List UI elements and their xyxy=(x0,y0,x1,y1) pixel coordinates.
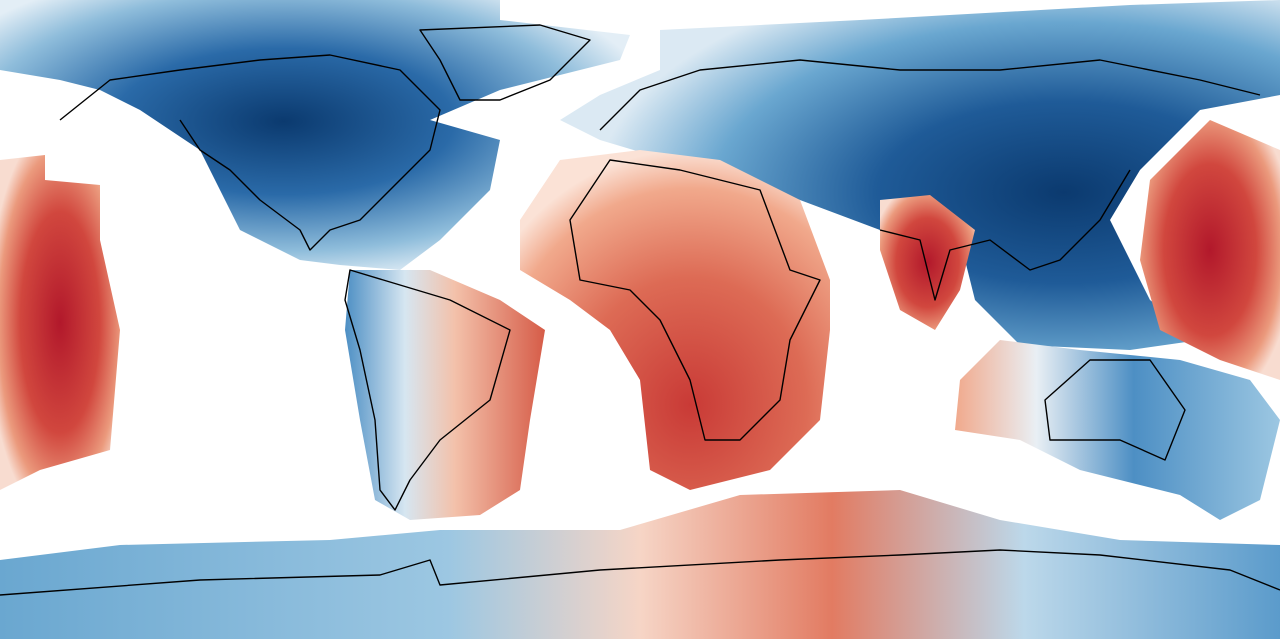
coastline xyxy=(344,269,511,511)
coastline xyxy=(879,169,1131,301)
field-australia xyxy=(955,340,1280,520)
field-africa xyxy=(520,150,830,490)
coastline xyxy=(59,54,441,251)
coastline xyxy=(0,549,1280,596)
field-antarctica xyxy=(0,490,1280,639)
coastlines xyxy=(0,24,1280,596)
field-south-america xyxy=(345,270,545,520)
coastline xyxy=(419,24,591,101)
field-eurasia xyxy=(560,0,1280,350)
field-north-america xyxy=(0,0,630,270)
field-pacific-east xyxy=(1140,120,1280,380)
field-pacific-west xyxy=(0,155,120,490)
field-india xyxy=(880,195,975,330)
coastline xyxy=(599,59,1261,131)
coastline xyxy=(569,159,821,441)
coastline xyxy=(1044,359,1186,461)
